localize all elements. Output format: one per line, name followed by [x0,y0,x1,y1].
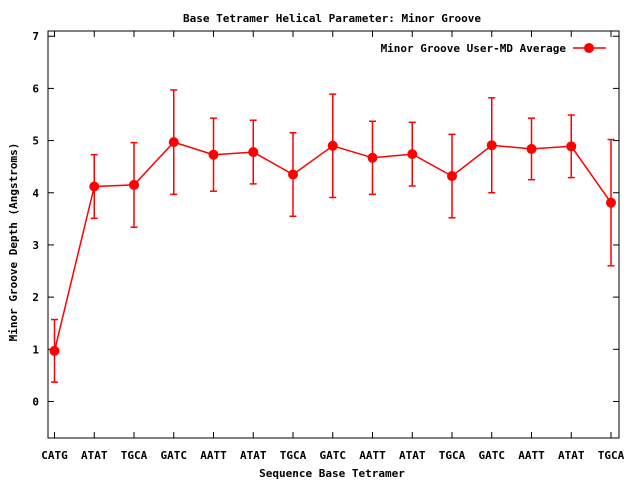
x-tick-label: AATT [359,449,386,462]
x-tick-label: ATAT [558,449,585,462]
data-point [129,179,139,190]
x-tick-label: ATAT [240,449,267,462]
chart-title: Base Tetramer Helical Parameter: Minor G… [183,12,481,25]
data-point [208,149,219,160]
x-tick-label: AATT [518,449,545,462]
data-point [447,171,457,182]
y-tick-label: 7 [32,30,39,43]
legend-label: Minor Groove User-MD Average [381,42,567,55]
data-point [327,140,338,151]
x-tick-label: TGCA [439,449,466,462]
x-tick-label: ATAT [399,449,426,462]
data-point [606,197,616,208]
series-layer [49,89,616,383]
legend-marker [584,43,594,53]
x-tick-label: GATC [320,449,347,462]
x-tick-label: GATC [161,449,188,462]
x-tick-label: ATAT [81,449,108,462]
legend: Minor Groove User-MD Average [381,42,606,55]
x-axis-label: Sequence Base Tetramer [259,467,405,480]
data-point [49,345,60,356]
data-point [566,141,577,152]
data-point [407,149,418,160]
y-tick-label: 4 [32,187,39,200]
plot-frame [47,30,620,439]
y-tick-label: 3 [32,239,39,252]
y-axis: 0 1 2 3 4 5 6 7 [32,30,619,408]
data-point [367,152,378,163]
x-tick-label: TGCA [121,449,148,462]
data-point [526,143,537,154]
data-point [89,181,100,192]
data-point [168,137,179,148]
data-point [486,140,497,151]
y-tick-label: 6 [32,82,39,95]
data-point [248,147,259,158]
y-tick-label: 0 [32,395,39,408]
x-axis: CATG ATAT TGCA GATC AATT ATAT TGCA GATC AATT ATAT… [41,31,625,462]
y-tick-label: 5 [32,135,39,148]
x-tick-label: TGCA [598,449,625,462]
x-tick-label: TGCA [280,449,307,462]
y-tick-label: 1 [32,343,39,356]
x-tick-label: GATC [479,449,506,462]
y-axis-label: Minor Groove Depth (Angstroms) [7,143,20,342]
x-tick-label: AATT [200,449,227,462]
data-point [288,169,298,180]
y-tick-label: 2 [32,291,39,304]
x-tick-label: CATG [41,449,68,462]
